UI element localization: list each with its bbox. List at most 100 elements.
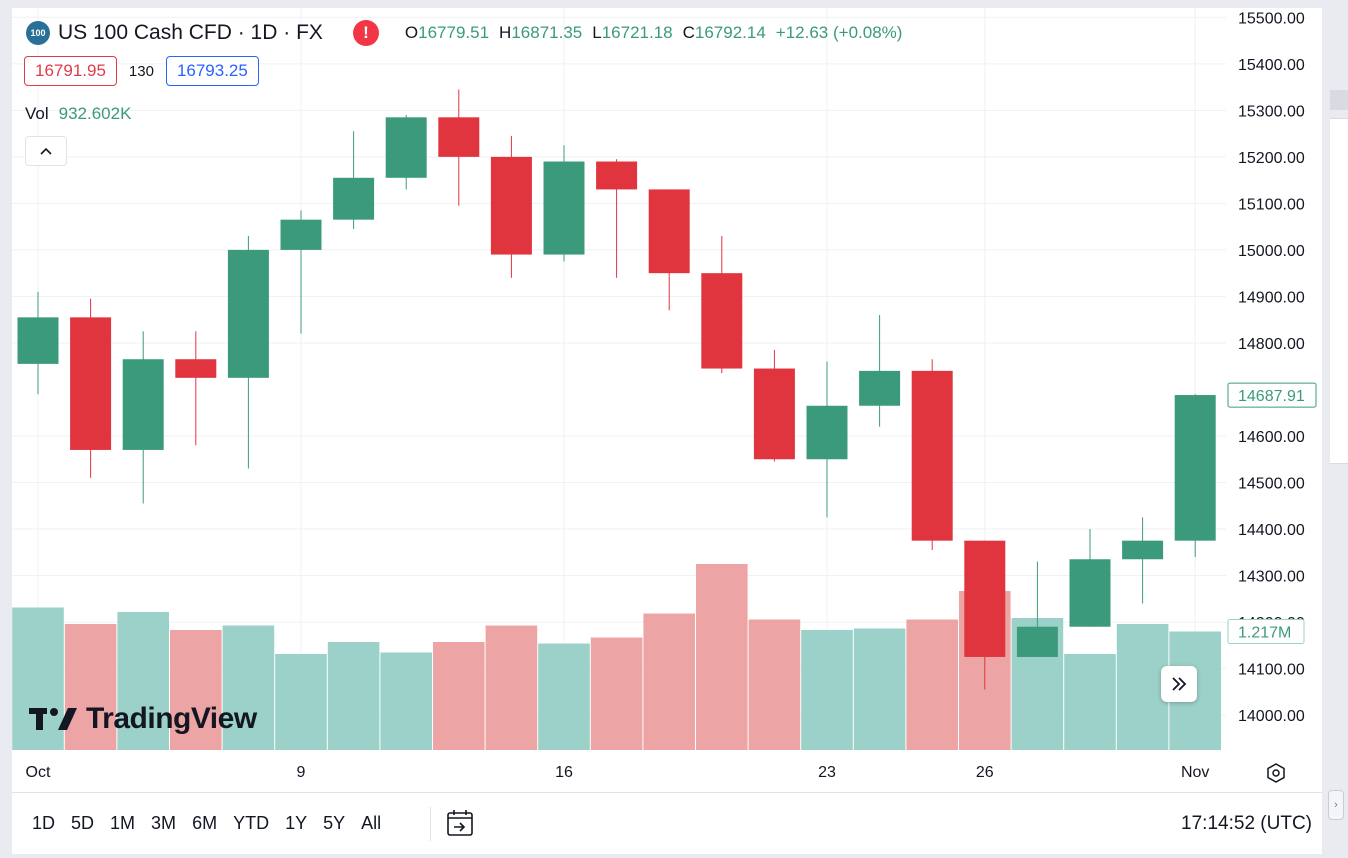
last-price-label: 14687.91: [1238, 388, 1305, 405]
collapse-legend-button[interactable]: [25, 136, 67, 166]
volume-bar[interactable]: [643, 613, 695, 751]
volume-bar[interactable]: [64, 624, 117, 750]
volume-label[interactable]: Vol: [25, 104, 49, 123]
candle-body[interactable]: [753, 368, 795, 460]
volume-bar[interactable]: [275, 654, 327, 750]
y-tick-label: 15300.00: [1238, 103, 1305, 120]
candle-body[interactable]: [122, 359, 164, 450]
candle-body[interactable]: [1069, 559, 1111, 627]
x-tick-label: 16: [555, 764, 573, 781]
range-button-ytd[interactable]: YTD: [233, 813, 270, 833]
volume-bar[interactable]: [327, 642, 380, 750]
volume-bar[interactable]: [1064, 654, 1116, 750]
last-volume-badge: [1227, 619, 1305, 644]
volume-bar[interactable]: [853, 628, 906, 751]
candle-body[interactable]: [543, 161, 585, 255]
x-tick-label: Oct: [26, 764, 51, 781]
candle-body[interactable]: [964, 540, 1006, 657]
y-tick-label: 14000.00: [1238, 708, 1305, 725]
warning-icon[interactable]: !: [352, 20, 379, 46]
range-button-6m[interactable]: 6M: [192, 813, 218, 833]
range-button-all[interactable]: All: [361, 813, 382, 833]
tradingview-logo-icon: [29, 708, 77, 730]
candle-body[interactable]: [1016, 626, 1058, 657]
buy-price-button[interactable]: 16793.25: [165, 56, 259, 86]
y-tick-label: 15500.00: [1238, 10, 1305, 27]
range-button-1y[interactable]: 1Y: [285, 813, 308, 833]
candle-body[interactable]: [596, 161, 638, 190]
y-tick-label: 14500.00: [1238, 476, 1305, 493]
close-label: C: [682, 23, 695, 42]
high-label: H: [499, 23, 512, 42]
volume-bar[interactable]: [590, 637, 643, 751]
candle-body[interactable]: [17, 317, 59, 364]
candle-body[interactable]: [385, 117, 427, 178]
watermark-text: TradingView: [86, 702, 257, 735]
volume-bar[interactable]: [801, 630, 853, 750]
y-tick-label: 15100.00: [1238, 196, 1305, 213]
spread-value: 130: [128, 62, 154, 80]
x-tick-label: 23: [818, 764, 836, 781]
range-button-3m[interactable]: 3M: [151, 813, 177, 833]
range-buttons: 1D 5D 1M 3M 6M YTD 1Y 5Y All: [24, 811, 389, 836]
range-button-1d[interactable]: 1D: [32, 813, 56, 833]
candle-body[interactable]: [227, 249, 269, 378]
high-value: 16871.35: [511, 23, 583, 42]
y-tick-label: 15200.00: [1238, 150, 1305, 167]
volume-bar[interactable]: [222, 625, 275, 751]
x-tick-label: 26: [976, 764, 994, 781]
expand-chevron-icon[interactable]: ›: [1328, 790, 1344, 820]
toolbar-divider: [430, 807, 431, 841]
candle-body[interactable]: [1174, 395, 1216, 541]
range-button-1m[interactable]: 1M: [110, 813, 136, 833]
y-tick-label: 14100.00: [1238, 662, 1305, 679]
candle-body[interactable]: [911, 370, 953, 541]
close-value: 16792.14: [694, 23, 766, 42]
open-value: 16779.51: [418, 23, 490, 42]
candle-body[interactable]: [859, 370, 901, 406]
candle-body[interactable]: [701, 273, 743, 369]
x-tick-label: Nov: [1181, 764, 1209, 781]
sell-price-button[interactable]: 16791.95: [24, 56, 117, 86]
sidebar-panel: [1330, 118, 1348, 464]
y-tick-label: 14900.00: [1238, 289, 1305, 306]
volume-bar[interactable]: [696, 564, 748, 750]
candle-body[interactable]: [70, 317, 112, 450]
candle-body[interactable]: [280, 219, 322, 250]
symbol-title[interactable]: US 100 Cash CFD · 1D · FX: [58, 21, 323, 44]
volume-bar[interactable]: [170, 630, 222, 750]
range-button-5y[interactable]: 5Y: [323, 813, 346, 833]
volume-bar[interactable]: [485, 625, 538, 751]
volume-bar[interactable]: [1116, 624, 1169, 750]
sidebar-tab[interactable]: [1330, 90, 1348, 110]
y-tick-label: 15000.00: [1238, 243, 1305, 260]
candle-body[interactable]: [438, 117, 480, 157]
scroll-to-realtime-button[interactable]: [1161, 666, 1197, 702]
price-chart[interactable]: 15500.00 15400.00 15300.00 15200.00 15100.00…: [12, 8, 1322, 792]
volume-bar[interactable]: [748, 619, 801, 751]
symbol-logo-icon: 100: [26, 21, 50, 45]
candle-body[interactable]: [333, 177, 375, 220]
chart-settings-gear-icon[interactable]: [1263, 760, 1289, 786]
legend-header: 100 US 100 Cash CFD · 1D · FX ! O16779.5…: [26, 20, 902, 46]
volume-bar[interactable]: [538, 643, 590, 751]
tradingview-watermark[interactable]: TradingView: [28, 702, 257, 736]
candle-body[interactable]: [490, 156, 532, 255]
range-button-5d[interactable]: 5D: [71, 813, 95, 833]
volume-value: 932.602K: [58, 104, 132, 123]
candle-body[interactable]: [175, 359, 217, 378]
calendar-goto-date-icon[interactable]: [444, 807, 476, 839]
last-volume-label: 1.217M: [1238, 625, 1291, 642]
candle-body[interactable]: [806, 405, 848, 460]
volume-bar[interactable]: [380, 652, 432, 751]
y-tick-label: 14400.00: [1238, 522, 1305, 539]
volume-bar[interactable]: [906, 619, 958, 751]
volume-bar[interactable]: [117, 612, 169, 750]
quote-row: 16791.95 130 16793.25: [24, 56, 259, 86]
candle-body[interactable]: [1122, 540, 1164, 560]
candle-body[interactable]: [648, 189, 690, 274]
y-tick-label: 14300.00: [1238, 569, 1305, 586]
double-chevron-right-icon: [1172, 677, 1187, 691]
volume-bar[interactable]: [433, 642, 485, 750]
utc-clock[interactable]: 17:14:52 (UTC): [1181, 813, 1312, 834]
